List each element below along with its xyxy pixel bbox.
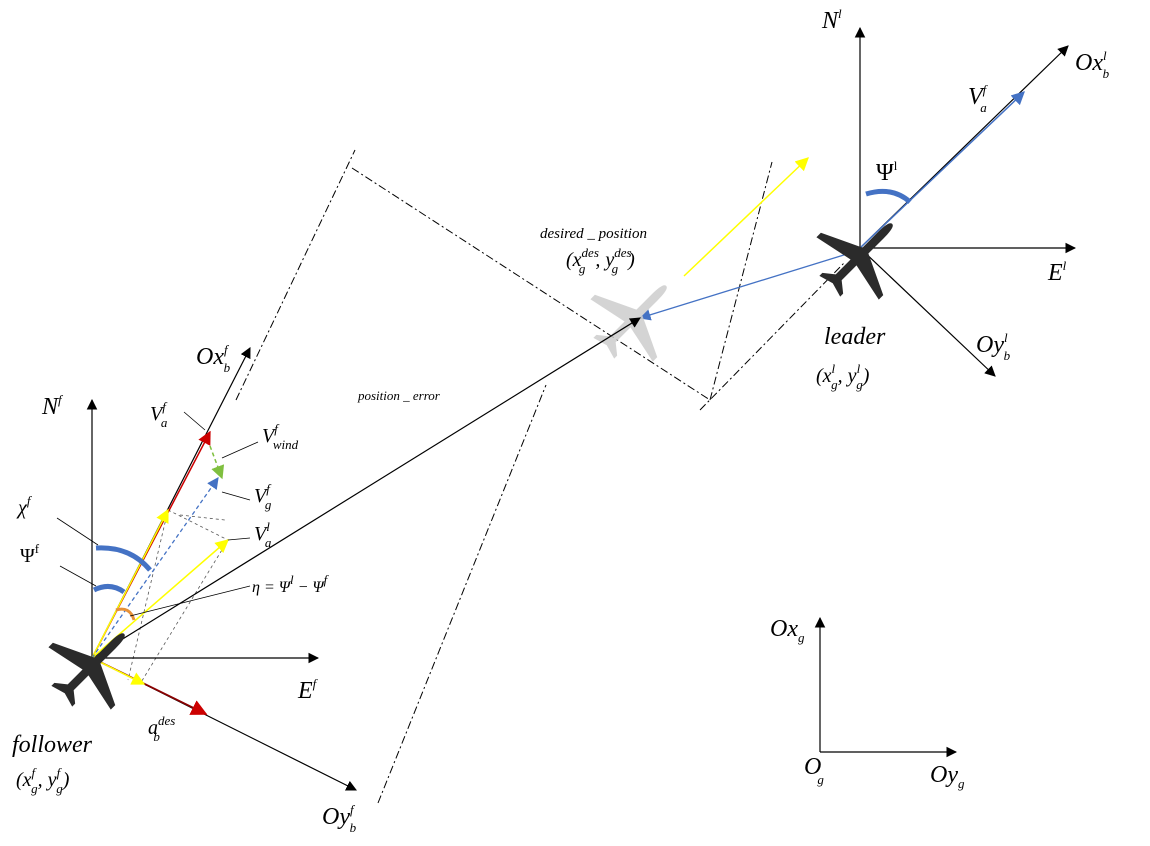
follower-chi-label: χf: [16, 493, 33, 519]
leader-coord-label: (xl g, yl g): [816, 361, 870, 392]
follower-east-label: Ef: [297, 676, 319, 704]
ground-origin-label: Og: [804, 754, 824, 787]
follower-name-label: follower: [12, 732, 93, 758]
ground-frame: [814, 616, 958, 758]
follower-oy-label: Oyf b: [322, 802, 357, 835]
chi-leader-line: [56, 517, 99, 546]
leader-psi-label: Ψl: [876, 158, 898, 186]
proj-line-4: [179, 514, 226, 521]
vwind-leader-line: [221, 441, 259, 459]
follower-psi-arc: [92, 584, 126, 595]
follower-vg-label: Vf g: [254, 481, 272, 512]
eta-leader-line: [129, 585, 251, 617]
frame-top-edge: [351, 167, 711, 401]
desired-coord-label: (xdes g, ydes g): [566, 245, 635, 276]
proj-line-2: [139, 539, 229, 685]
position-error-vector: [91, 317, 641, 659]
ground-ox-label: Oxg: [770, 616, 805, 645]
vg-leader-line: [221, 491, 251, 501]
position-error-label: position _ error: [357, 388, 441, 403]
formation-frame: [235, 149, 846, 804]
follower-va-label: Vf a: [150, 399, 168, 430]
va-leader-line: [183, 411, 206, 431]
psi-leader-line: [59, 565, 97, 587]
leader-psi-arc: [865, 188, 912, 204]
follower-coord-label: (xf g, yf g): [16, 765, 70, 796]
follower-eta-arc: [115, 607, 136, 621]
frame-lower-edge: [377, 384, 547, 804]
frame-right-diag: [699, 261, 846, 411]
frame-left-edge: [235, 149, 356, 401]
leader-oy-axis: [859, 247, 996, 377]
follower-psi-label: Ψf: [20, 541, 40, 567]
leader-name-label: leader: [824, 324, 886, 350]
desired-plane-ghost-icon: [572, 254, 698, 380]
val-leader-line: [227, 537, 251, 541]
leader-east-label: El: [1047, 258, 1067, 286]
leader-ox-label: Oxl b: [1075, 48, 1110, 81]
follower-vwind-vector: [209, 445, 225, 480]
follower-plane-icon: [30, 602, 156, 728]
follower-ox-label: Oxf b: [196, 342, 231, 375]
leader-oy-label: Oyl b: [976, 330, 1011, 363]
desired-yellow-vector: [683, 157, 809, 277]
leader-north-label: Nl: [821, 6, 842, 34]
follower-north-label: Nf: [41, 392, 64, 420]
follower-vg-vector: [91, 477, 219, 659]
ground-oy-label: Oyg: [930, 762, 965, 791]
follower-frame: [30, 317, 641, 791]
follower-vwind-label: Vf wind: [262, 421, 299, 452]
leader-va-vector: [859, 91, 1025, 249]
follower-chi-arc: [95, 545, 152, 572]
leader-va-label: Vf a: [968, 82, 989, 115]
desired-position: [572, 157, 809, 380]
leader-to-desired-vector: [638, 249, 861, 321]
leader-plane-icon: [798, 192, 924, 318]
desired-name-label: desired _ position: [540, 226, 647, 242]
proj-line-3: [127, 509, 169, 681]
follower-val-label: Vl a: [254, 519, 272, 550]
leader-frame: [638, 26, 1077, 377]
frame-right-edge: [709, 161, 773, 401]
follower-eta-label: η = Ψl − Ψf: [252, 572, 330, 596]
follower-ades-label: ades b: [148, 713, 175, 744]
proj-line-1: [167, 509, 229, 541]
follower-yellow-vector: [91, 508, 169, 659]
